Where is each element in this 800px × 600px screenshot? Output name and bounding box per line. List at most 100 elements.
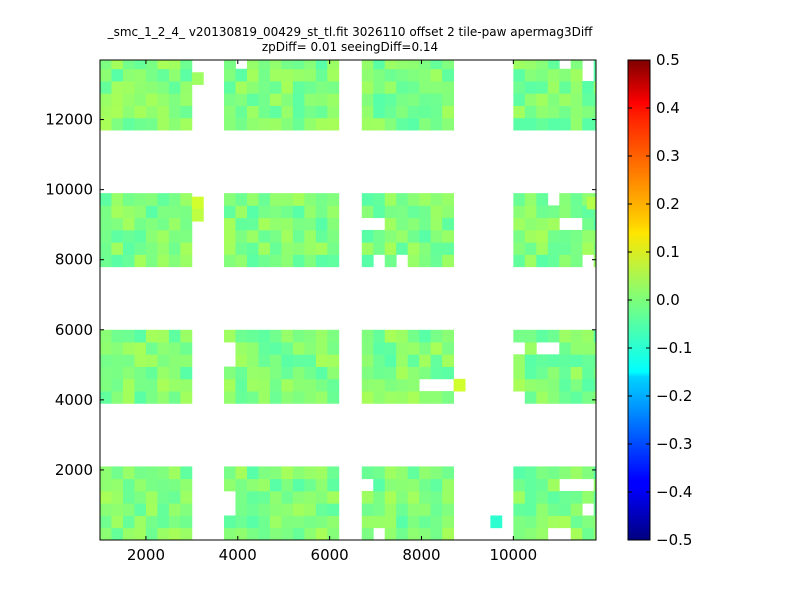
heatmap-cell <box>315 366 328 380</box>
heatmap-cell <box>235 193 248 206</box>
colorbar-tick-label: 0.1 <box>656 243 680 261</box>
heatmap-cell <box>419 229 432 243</box>
heatmap-cell <box>384 490 397 504</box>
heatmap-cell <box>373 68 386 82</box>
heatmap-cell <box>246 329 259 343</box>
heatmap-cell <box>547 117 560 131</box>
heatmap-cell <box>292 217 305 231</box>
heatmap-cell <box>442 93 455 106</box>
heatmap-cell <box>361 391 374 404</box>
heatmap-cell <box>168 478 181 492</box>
heatmap-cell <box>134 490 147 504</box>
heatmap-cell <box>593 105 597 119</box>
heatmap-cell <box>100 242 112 255</box>
heatmap-cell <box>407 342 420 355</box>
heatmap-cell <box>593 117 597 131</box>
heatmap-cell <box>559 515 572 529</box>
heatmap-cell <box>145 105 158 119</box>
heatmap-cell <box>281 378 294 392</box>
heatmap-cell <box>134 217 147 231</box>
heatmap-cell <box>157 229 170 243</box>
heatmap-cell <box>180 490 193 504</box>
heatmap-cell <box>315 193 328 206</box>
heatmap-cell <box>547 242 560 255</box>
heatmap-cell <box>258 490 271 504</box>
heatmap-cell <box>235 81 248 94</box>
heatmap-cell <box>111 378 124 392</box>
heatmap-cell <box>593 342 597 355</box>
heatmap-cell <box>134 60 147 70</box>
heatmap-cell <box>235 217 248 231</box>
y-tick-label: 6000 <box>55 321 93 339</box>
heatmap-cell <box>145 366 158 380</box>
heatmap-cell <box>246 205 259 219</box>
heatmap-cell <box>292 68 305 82</box>
heatmap-cell <box>373 81 386 94</box>
heatmap-cell <box>513 105 526 119</box>
heatmap-cell <box>373 342 386 355</box>
heatmap-cell <box>100 342 112 355</box>
heatmap-cell <box>122 490 135 504</box>
heatmap-cell <box>315 217 328 231</box>
heatmap-cell <box>168 193 181 206</box>
heatmap-cell <box>258 354 271 367</box>
heatmap-cell <box>157 117 170 131</box>
heatmap-cell <box>524 93 537 106</box>
heatmap-cell <box>547 105 560 119</box>
heatmap-cell <box>593 503 597 516</box>
heatmap-cell <box>384 391 397 404</box>
heatmap-cell <box>224 515 236 529</box>
heatmap-cell <box>246 478 259 492</box>
heatmap-cell <box>292 478 305 492</box>
heatmap-cell <box>430 81 443 94</box>
heatmap-cell <box>134 117 147 131</box>
heatmap-cell <box>235 105 248 119</box>
heatmap-cell <box>407 205 420 219</box>
heatmap-cell <box>246 93 259 106</box>
heatmap-cell <box>513 242 526 255</box>
heatmap-cell <box>582 217 595 231</box>
colorbar-tick-label: −0.4 <box>656 483 692 501</box>
colorbar-tick-label: −0.2 <box>656 387 692 405</box>
heatmap-cell <box>258 93 271 106</box>
heatmap-cell <box>100 478 112 492</box>
heatmap-cell <box>547 254 560 268</box>
heatmap-cell <box>361 105 374 119</box>
heatmap-cell <box>327 254 340 268</box>
heatmap-cell <box>235 490 248 504</box>
heatmap-cell <box>134 478 147 492</box>
heatmap-cell <box>524 515 537 529</box>
heatmap-cell <box>180 254 193 268</box>
heatmap-cell <box>145 93 158 106</box>
heatmap-cell <box>582 93 595 106</box>
heatmap-cell <box>134 503 147 516</box>
heatmap-cell <box>157 242 170 255</box>
heatmap-cell <box>224 68 236 82</box>
heatmap-cell <box>100 105 112 119</box>
heatmap-cell <box>547 391 560 404</box>
heatmap-cell <box>168 490 181 504</box>
heatmap-cell <box>111 229 124 243</box>
heatmap-cell <box>419 117 432 131</box>
heatmap-cell <box>442 193 455 206</box>
heatmap-cell <box>327 193 340 206</box>
heatmap-cell <box>524 527 537 541</box>
heatmap-cell <box>122 366 135 380</box>
heatmap-cell <box>168 354 181 367</box>
heatmap-cell <box>100 466 112 480</box>
heatmap-cell <box>304 60 317 70</box>
heatmap-cell <box>373 490 386 504</box>
heatmap-cell <box>258 378 271 392</box>
heatmap-cell <box>524 329 537 343</box>
heatmap-cell <box>258 193 271 206</box>
heatmap-cell <box>315 515 328 529</box>
heatmap-cell <box>315 105 328 119</box>
heatmap-cell <box>570 60 583 70</box>
heatmap-cell <box>536 354 549 367</box>
heatmap-cell <box>315 503 328 516</box>
heatmap-cell <box>145 68 158 82</box>
heatmap-cell <box>384 466 397 480</box>
heatmap-cell <box>407 366 420 380</box>
heatmap-cell <box>384 105 397 119</box>
heatmap-cell <box>442 68 455 82</box>
